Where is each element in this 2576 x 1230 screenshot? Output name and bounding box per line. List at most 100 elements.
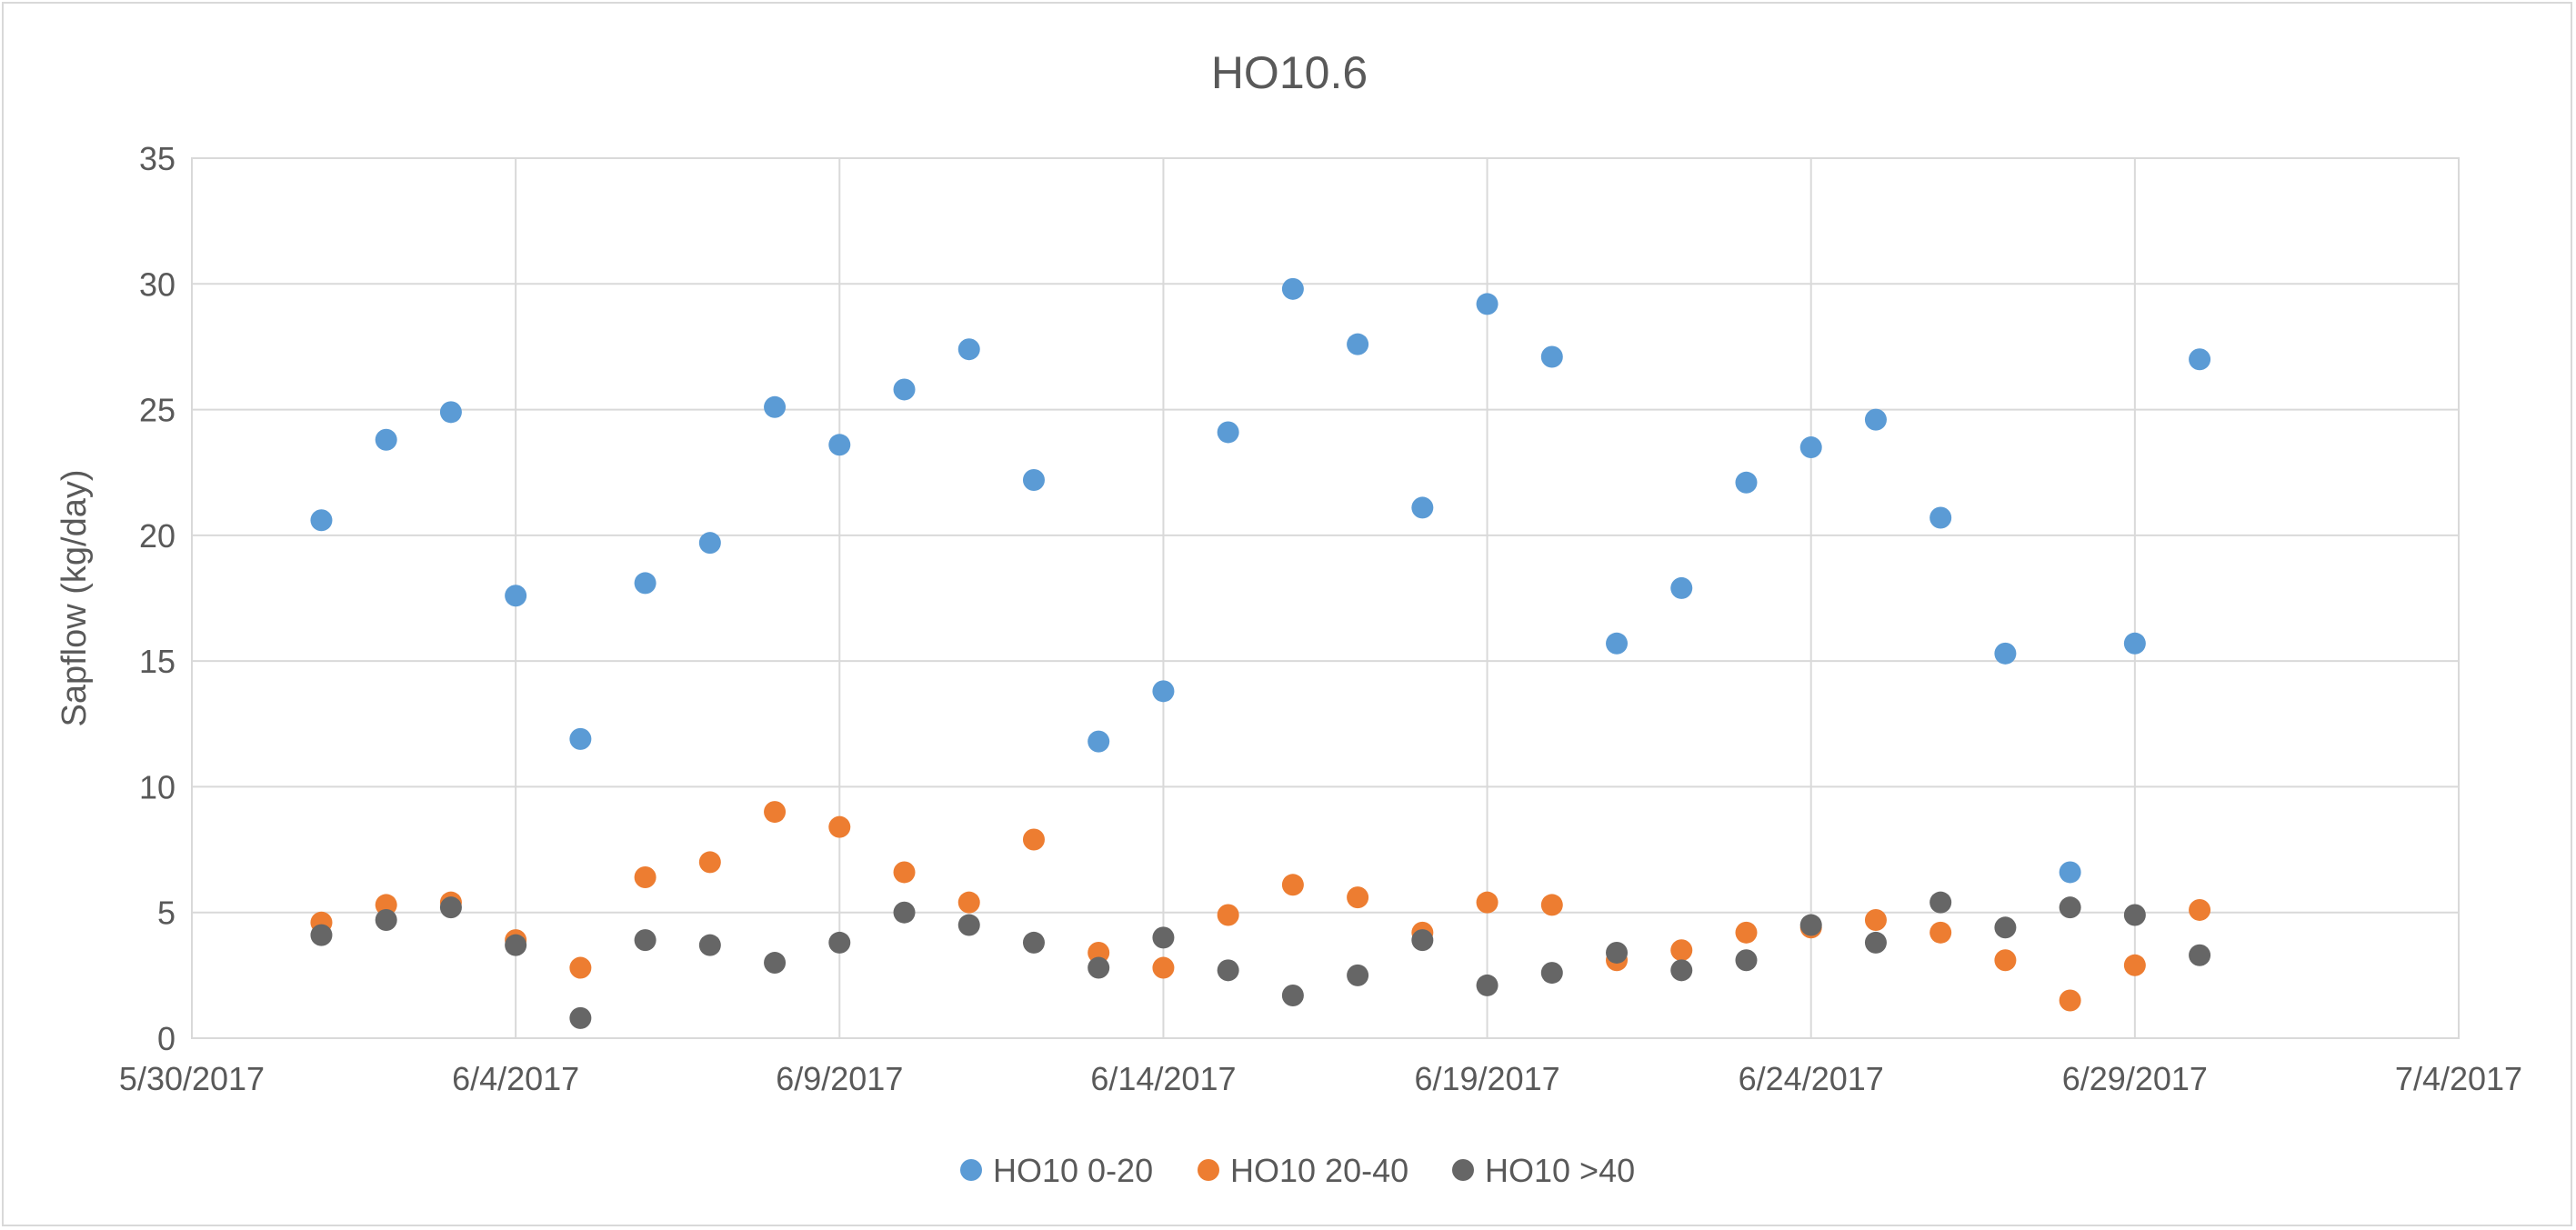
- series-2-points: [310, 801, 2211, 1012]
- data-point: [1929, 891, 1952, 914]
- data-point: [1929, 506, 1952, 529]
- data-point: [1347, 333, 1369, 355]
- data-point: [1929, 921, 1952, 944]
- data-point: [1152, 680, 1175, 703]
- series-3-points: [310, 891, 2211, 1029]
- x-tick-label: 7/4/2017: [2395, 1060, 2522, 1097]
- data-point: [569, 727, 592, 750]
- data-point: [1864, 909, 1887, 932]
- y-tick-label: 25: [139, 392, 175, 429]
- data-point: [1347, 964, 1369, 986]
- y-tick-label: 20: [139, 517, 175, 555]
- data-point: [1022, 828, 1045, 851]
- data-point: [698, 851, 721, 874]
- data-point: [1281, 277, 1304, 300]
- data-point: [1670, 576, 1693, 599]
- data-point: [1347, 886, 1369, 909]
- data-point: [1864, 408, 1887, 431]
- y-tick-label: 10: [139, 768, 175, 805]
- data-point: [1735, 921, 1758, 944]
- series-1-points: [310, 277, 2211, 884]
- data-point: [439, 896, 462, 919]
- data-point: [828, 931, 851, 954]
- data-point: [828, 434, 851, 456]
- data-point: [569, 1006, 592, 1029]
- chart-title: HO10.6: [1211, 47, 1368, 98]
- data-point: [1152, 956, 1175, 979]
- data-point: [634, 572, 657, 595]
- x-axis-ticks: 5/30/2017 6/4/2017 6/9/2017 6/14/2017 6/19/2…: [119, 1060, 2522, 1097]
- y-axis-title: Sapflow (kg/day): [55, 469, 94, 726]
- data-point: [1476, 293, 1498, 315]
- data-point: [1088, 956, 1110, 979]
- legend-label: HO10 20-40: [1230, 1152, 1408, 1189]
- data-point: [1281, 874, 1304, 896]
- data-point: [1994, 642, 2017, 665]
- y-tick-label: 15: [139, 643, 175, 680]
- scatter-chart: HO10.6 5/30/2017 6/4/2017 6/9/2017 6/14/201…: [55, 47, 2522, 1189]
- data-point: [310, 924, 333, 946]
- data-point: [2189, 944, 2211, 966]
- data-point: [1670, 939, 1693, 962]
- data-point: [2123, 954, 2146, 976]
- data-point: [1799, 436, 1822, 459]
- data-point: [2059, 896, 2081, 919]
- data-point: [1540, 962, 1563, 985]
- data-point: [764, 801, 787, 824]
- x-tick-label: 6/4/2017: [452, 1060, 579, 1097]
- data-point: [505, 934, 527, 956]
- data-point: [1217, 421, 1239, 444]
- data-point: [698, 934, 721, 956]
- data-point: [1670, 959, 1693, 982]
- data-point: [957, 914, 980, 936]
- data-point: [505, 585, 527, 607]
- data-point: [375, 894, 397, 916]
- y-tick-label: 0: [157, 1020, 175, 1057]
- x-tick-label: 5/30/2017: [119, 1060, 265, 1097]
- data-point: [764, 952, 787, 975]
- data-point: [1735, 949, 1758, 972]
- x-tick-label: 6/9/2017: [776, 1060, 903, 1097]
- data-point: [2123, 904, 2146, 926]
- y-tick-label: 35: [139, 140, 175, 177]
- data-point: [893, 861, 916, 884]
- data-point: [1217, 904, 1239, 926]
- data-point: [1088, 730, 1110, 753]
- data-point: [2059, 989, 2081, 1012]
- data-point: [2189, 348, 2211, 371]
- data-point: [439, 401, 462, 424]
- data-point: [375, 909, 397, 932]
- data-point: [2189, 898, 2211, 921]
- data-point: [1411, 929, 1434, 952]
- data-point: [957, 891, 980, 914]
- data-point: [1540, 894, 1563, 916]
- data-point: [634, 929, 657, 952]
- x-tick-label: 6/29/2017: [2062, 1060, 2208, 1097]
- data-point: [1864, 931, 1887, 954]
- data-point: [1606, 941, 1629, 964]
- legend-label: HO10 >40: [1485, 1152, 1635, 1189]
- legend-label: HO10 0-20: [993, 1152, 1153, 1189]
- data-point: [2123, 632, 2146, 655]
- data-point: [1411, 496, 1434, 519]
- data-point: [828, 815, 851, 838]
- data-point: [1022, 931, 1045, 954]
- legend: HO10 0-20 HO10 20-40 HO10 >40: [960, 1152, 1635, 1189]
- grid-lines: [191, 157, 2460, 1039]
- data-points: [310, 277, 2211, 1029]
- data-point: [1735, 471, 1758, 494]
- x-tick-label: 6/14/2017: [1090, 1060, 1236, 1097]
- y-tick-label: 5: [157, 895, 175, 932]
- data-point: [1476, 974, 1498, 996]
- data-point: [1994, 916, 2017, 939]
- data-point: [698, 532, 721, 555]
- data-point: [1476, 891, 1498, 914]
- data-point: [1799, 914, 1822, 936]
- x-tick-label: 6/24/2017: [1739, 1060, 1884, 1097]
- legend-marker: [1198, 1159, 1219, 1181]
- data-point: [764, 395, 787, 418]
- data-point: [893, 901, 916, 924]
- y-tick-label: 30: [139, 265, 175, 303]
- data-point: [569, 956, 592, 979]
